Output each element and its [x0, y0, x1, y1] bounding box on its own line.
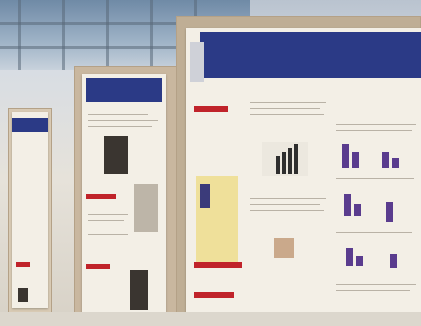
- poster-near-header: [200, 32, 421, 78]
- poster-middle-figure-2: [130, 270, 148, 310]
- poster-middle-accent-1: [86, 194, 116, 199]
- poster-near-bar-9: [356, 256, 363, 266]
- poster-near-bar-10: [390, 254, 397, 268]
- poster-middle: [82, 74, 166, 318]
- floor: [0, 312, 421, 326]
- poster-near-bar-6: [354, 204, 361, 216]
- poster-near-section-1: [194, 106, 228, 112]
- poster-far: [12, 112, 48, 308]
- poster-near-bar-1: [342, 144, 349, 168]
- poster-far-header: [12, 118, 48, 132]
- poster-near-bar-7: [386, 202, 393, 222]
- poster-near-logo: [190, 42, 204, 82]
- poster-middle-figure-1: [104, 136, 128, 174]
- poster-near-bar-5: [344, 194, 351, 216]
- poster-near-section-3: [194, 292, 234, 298]
- poster-near-diagram-figure: [200, 184, 210, 208]
- poster-near-bar-4: [392, 158, 399, 168]
- poster-middle-header: [86, 78, 162, 102]
- poster-near-small-chart: [274, 238, 294, 258]
- poster-far-figure: [18, 288, 28, 302]
- poster-middle-accent-2: [86, 264, 110, 269]
- poster-near-bar-8: [346, 248, 353, 266]
- poster-middle-figure-3: [134, 184, 158, 232]
- poster-near: [186, 28, 421, 326]
- poster-near-section-2: [194, 262, 242, 268]
- poster-far-accent: [16, 262, 30, 267]
- poster-near-bar-2: [352, 152, 359, 168]
- poster-near-bar-3: [382, 152, 389, 168]
